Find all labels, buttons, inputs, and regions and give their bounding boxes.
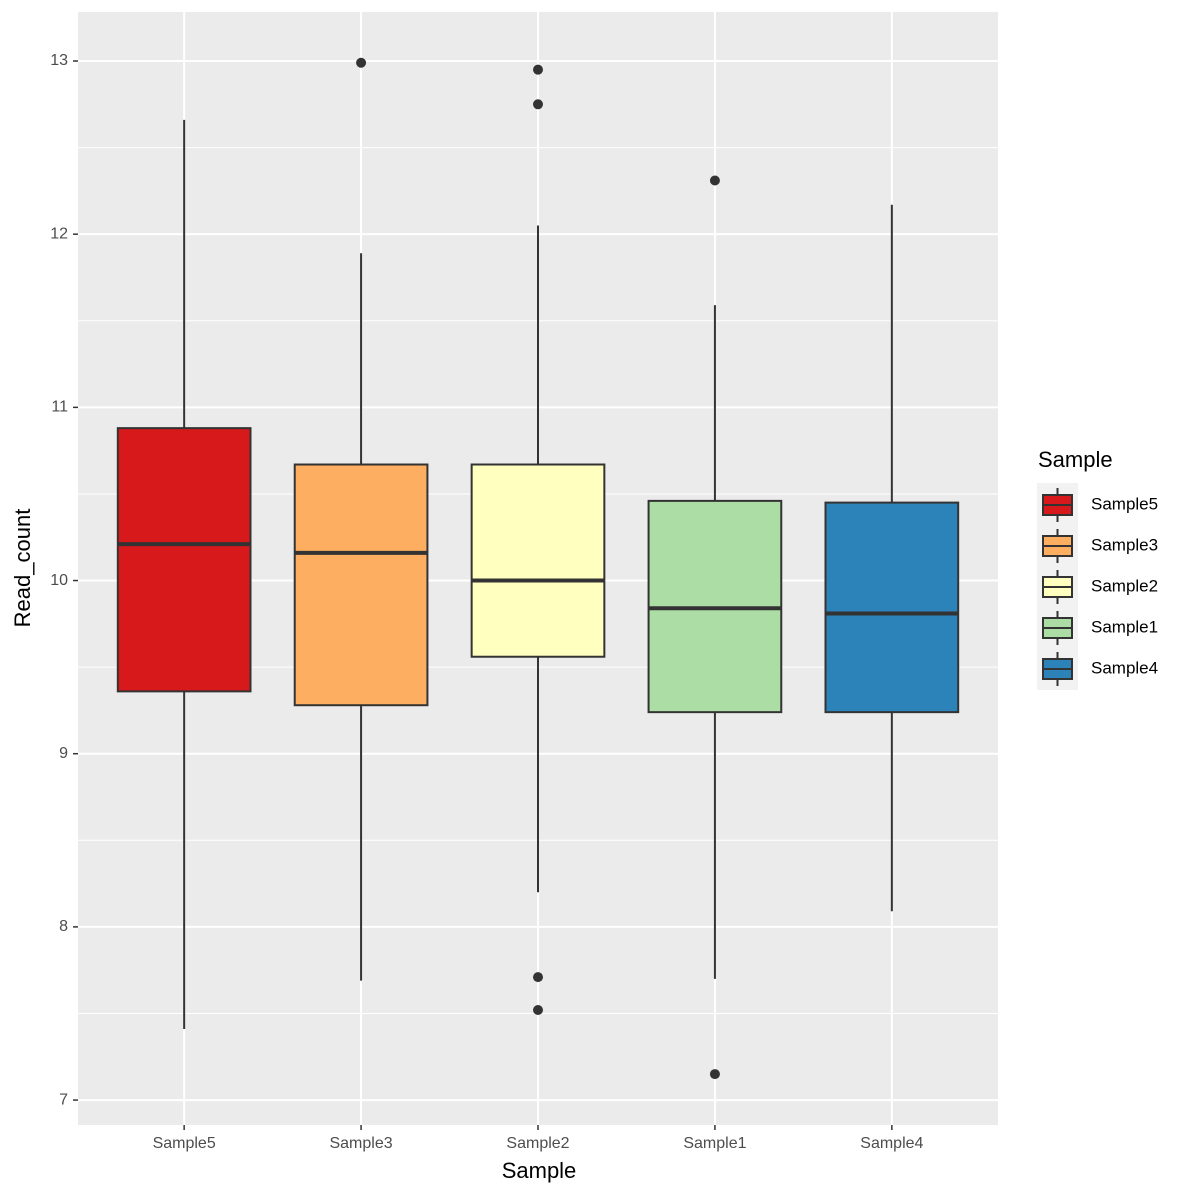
legend-title: Sample [1038, 447, 1113, 472]
x-tick-label: Sample3 [329, 1135, 392, 1152]
legend-label: Sample5 [1091, 494, 1158, 513]
marks [116, 57, 960, 1080]
x-axis-title: Sample [502, 1158, 577, 1183]
x-tick-label: Sample1 [683, 1135, 746, 1152]
legend-label: Sample4 [1091, 658, 1158, 677]
y-tick-label: 10 [50, 572, 68, 589]
y-tick-label: 9 [59, 745, 68, 762]
outlier [533, 1005, 543, 1016]
outlier [709, 175, 720, 186]
box [116, 427, 252, 693]
outlier [356, 57, 367, 68]
y-tick-label: 13 [50, 52, 68, 69]
outlier [709, 1069, 720, 1080]
box [470, 463, 606, 658]
y-axis-title: Read_count [10, 509, 35, 628]
x-tick-label: Sample5 [153, 1135, 216, 1152]
y-tick-label: 11 [51, 399, 68, 416]
legend-label: Sample1 [1091, 617, 1158, 636]
y-tick-label: 12 [50, 225, 68, 242]
legend-label: Sample2 [1091, 576, 1158, 595]
box [824, 501, 960, 714]
legend-label: Sample3 [1091, 535, 1158, 554]
outlier [533, 64, 543, 75]
y-tick-label: 8 [59, 918, 68, 935]
outlier [533, 972, 543, 983]
box [293, 463, 429, 707]
outlier [533, 99, 543, 110]
y-tick-label: 7 [59, 1091, 68, 1108]
x-tick-label: Sample4 [860, 1135, 923, 1152]
x-tick-label: Sample2 [506, 1135, 569, 1152]
